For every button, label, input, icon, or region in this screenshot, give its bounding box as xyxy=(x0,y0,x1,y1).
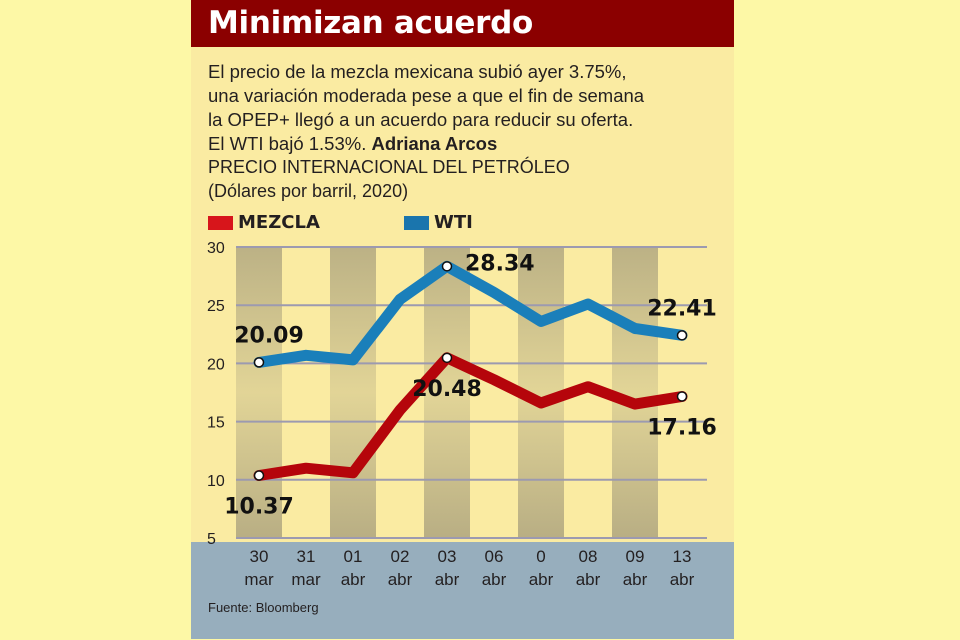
legend-swatch-mezcla xyxy=(208,215,233,230)
column-shade xyxy=(236,247,282,538)
legend-item-mezcla: MEZCLA xyxy=(208,212,320,233)
series-markers xyxy=(253,261,688,481)
y-tick-label: 15 xyxy=(207,415,225,432)
intro-line: la OPEP+ llegó a un acuerdo para reducir… xyxy=(208,109,634,130)
y-tick-label: 20 xyxy=(207,356,225,373)
x-axis-ticks: 30 mar 31 mar 01 abr 02 abr 03 abr 06 abr 0 abr 08 abr 0… xyxy=(244,547,694,589)
series-lines xyxy=(253,260,688,481)
legend-label-wti: WTI xyxy=(434,212,473,233)
page-title: Minimizan acuerdo xyxy=(208,5,533,41)
header-bar: Minimizan acuerdo xyxy=(191,0,734,47)
x-tick-day: 09 xyxy=(626,547,645,566)
chart-subtitle: (Dólares por barril, 2020) xyxy=(208,181,409,201)
x-tick-day: 01 xyxy=(344,547,363,566)
x-tick-month: mar xyxy=(244,570,274,589)
data-labels: 10.37 20.48 17.16 20.09 28.34 22.41 xyxy=(224,251,717,519)
data-point-marker xyxy=(253,357,265,368)
x-tick-month: abr xyxy=(482,570,507,589)
x-tick-day: 30 xyxy=(250,547,269,566)
x-tick-month: mar xyxy=(291,570,321,589)
intro-text: El precio de la mezcla mexicana subió ay… xyxy=(208,60,728,156)
chart-title: PRECIO INTERNACIONAL DEL PETRÓLEO (Dólar… xyxy=(208,155,570,203)
series-line-wti xyxy=(253,260,688,368)
intro-line: El WTI bajó 1.53%. xyxy=(208,133,367,154)
x-tick-month: abr xyxy=(623,570,648,589)
data-label: 20.09 xyxy=(234,323,304,348)
data-label: 17.16 xyxy=(647,415,717,440)
legend-item-wti: WTI xyxy=(404,212,473,233)
x-tick-month: abr xyxy=(670,570,695,589)
column-shade xyxy=(424,247,470,538)
footer-band xyxy=(191,542,734,639)
source-note: Fuente: Bloomberg xyxy=(208,600,319,615)
intro-line: El precio de la mezcla mexicana subió ay… xyxy=(208,61,627,82)
x-tick-month: abr xyxy=(341,570,366,589)
x-tick-day: 13 xyxy=(673,547,692,566)
y-tick-label: 5 xyxy=(207,531,216,548)
column-shades xyxy=(236,247,658,538)
data-point-marker xyxy=(253,470,265,481)
x-tick-day: 0 xyxy=(536,547,545,566)
x-tick-day: 31 xyxy=(297,547,316,566)
intro-line-last: El WTI bajó 1.53%. Adriana Arcos xyxy=(208,132,728,156)
line-chart: 30 25 20 15 10 5 30 mar 31 mar 01 abr 02 abr 03 abr 06 a… xyxy=(207,240,717,589)
infographic-panel: Minimizan acuerdo El precio de la mezcla… xyxy=(191,0,734,639)
x-tick-month: abr xyxy=(388,570,413,589)
x-tick-day: 03 xyxy=(438,547,457,566)
chart-title-line: PRECIO INTERNACIONAL DEL PETRÓLEO xyxy=(208,157,570,177)
data-point-marker xyxy=(676,391,688,402)
data-point-marker xyxy=(441,261,453,272)
y-tick-label: 10 xyxy=(207,473,225,490)
y-tick-label: 25 xyxy=(207,298,225,315)
data-label: 10.37 xyxy=(224,494,294,519)
column-shade xyxy=(330,247,376,538)
x-tick-day: 02 xyxy=(391,547,410,566)
legend-label-mezcla: MEZCLA xyxy=(238,212,320,233)
series-line-mezcla xyxy=(253,352,688,481)
data-point-marker xyxy=(441,352,453,364)
intro-line: una variación moderada pese a que el fin… xyxy=(208,85,645,106)
column-shade xyxy=(612,247,658,538)
y-axis-ticks: 30 25 20 15 10 5 xyxy=(207,240,225,548)
y-tick-label: 30 xyxy=(207,240,225,257)
x-tick-day: 06 xyxy=(485,547,504,566)
legend-swatch-wti xyxy=(404,215,429,230)
x-tick-month: abr xyxy=(576,570,601,589)
author-name: Adriana Arcos xyxy=(371,133,498,154)
data-label: 22.41 xyxy=(647,296,717,321)
data-point-marker xyxy=(676,330,688,341)
data-label: 20.48 xyxy=(412,377,482,402)
x-tick-day: 08 xyxy=(579,547,598,566)
x-tick-month: abr xyxy=(529,570,554,589)
data-label: 28.34 xyxy=(465,251,535,276)
x-tick-month: abr xyxy=(435,570,460,589)
